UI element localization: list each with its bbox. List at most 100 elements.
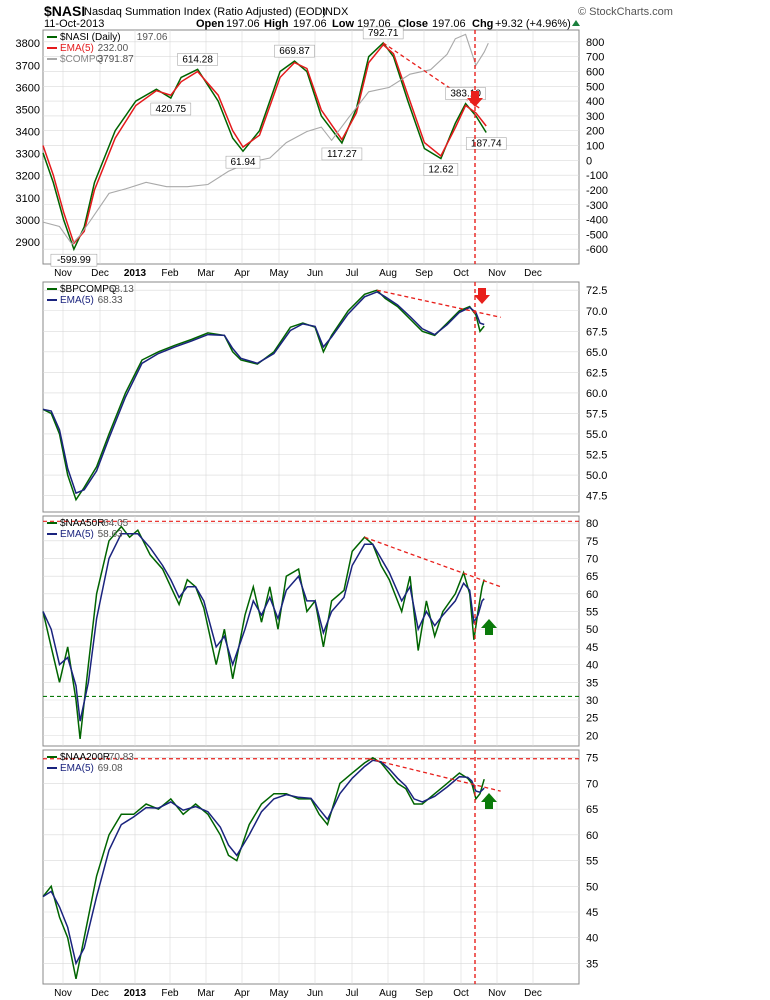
x-axis-tick-label: Dec	[524, 988, 542, 999]
left-axis-tick-label: 3400	[16, 127, 40, 139]
left-axis-tick-label: 3500	[16, 104, 40, 116]
close-value: 197.06	[432, 18, 466, 30]
legend-value: 68.33	[98, 295, 123, 306]
annotation-box	[274, 44, 315, 58]
left-axis-tick-label: 3200	[16, 171, 40, 183]
x-axis-tick-label: Dec	[91, 268, 109, 279]
right-axis-tick-label: 62.5	[586, 367, 607, 379]
right-axis-tick-label: -200	[586, 185, 608, 197]
right-axis-tick-label: 0	[586, 155, 592, 167]
right-axis-tick-label: 35	[586, 677, 598, 689]
right-axis-tick-label: 57.5	[586, 408, 607, 420]
annotation-box	[423, 163, 459, 176]
x-axis-tick-label: Jul	[346, 988, 359, 999]
annotation-box	[177, 53, 218, 66]
legend-label: $COMPQ	[60, 54, 104, 65]
right-axis-tick-label: 67.5	[586, 326, 607, 338]
right-axis-tick-label: 70.0	[586, 306, 607, 318]
x-axis-tick-label: Feb	[161, 988, 179, 999]
right-axis-tick-label: 45	[586, 642, 598, 654]
left-axis-tick-label: 3000	[16, 215, 40, 227]
x-axis-tick-label: Nov	[488, 988, 506, 999]
right-axis-tick-label: 45	[586, 907, 598, 919]
right-axis-tick-label: 65	[586, 571, 598, 583]
legend-label: $BPCOMPQ	[60, 284, 117, 295]
left-axis-tick-label: 3300	[16, 149, 40, 161]
panel-frame	[42, 515, 580, 747]
chart-description: Nasdaq Summation Index (Ratio Adjusted) …	[84, 6, 326, 18]
series-line-ema5	[42, 43, 487, 245]
x-axis-tick-label: Mar	[197, 268, 215, 279]
annotation-label: 383.10	[450, 89, 481, 100]
legend-label: EMA(5)	[60, 763, 94, 774]
right-axis-tick-label: 60	[586, 830, 598, 842]
high-label: High	[264, 18, 289, 30]
x-axis-tick-label: Apr	[234, 268, 250, 279]
series-line-ema5	[42, 532, 485, 722]
annotation-label: 792.71	[368, 28, 399, 39]
annotation-label: 187.74	[471, 139, 502, 150]
annotation-label: 117.27	[327, 149, 357, 160]
right-axis-tick-label: 55	[586, 856, 598, 868]
right-axis-tick-label: 70	[586, 553, 598, 565]
annotation-box	[465, 137, 507, 150]
right-axis-tick-label: 72.5	[586, 285, 607, 297]
panel-nasi: 800 700 600 500 400 300 200 100 0 -100 -200 -300 -40…	[16, 26, 608, 267]
close-label: Close	[398, 18, 428, 30]
x-axis-tick-label: Jul	[346, 268, 359, 279]
series-line-ema5	[42, 759, 485, 966]
right-axis-tick-label: 70	[586, 778, 598, 790]
right-axis-tick-label: 25	[586, 713, 598, 725]
x-axis-tick-label: Nov	[54, 268, 72, 279]
left-axis-tick-label: 2900	[16, 237, 40, 249]
chart-exchange: INDX	[322, 6, 349, 18]
legend-value: 232.00	[98, 43, 129, 54]
right-axis-tick-label: 700	[586, 52, 604, 64]
buy-arrow-icon	[481, 619, 497, 635]
chg-value: +9.32 (+4.96%)	[495, 18, 571, 30]
right-axis-tick-label: 80	[586, 518, 598, 530]
legend-label: $NASI (Daily)	[60, 32, 121, 43]
annotation-box	[321, 147, 363, 161]
trendline	[376, 289, 501, 318]
legend-value: 3791.87	[98, 54, 135, 65]
right-axis-tick-label: 52.5	[586, 450, 607, 462]
annotation-label: -599.99	[57, 255, 91, 266]
right-axis-tick-label: -500	[586, 229, 608, 241]
trendline	[382, 42, 481, 110]
right-axis-tick-label: 40	[586, 933, 598, 945]
right-axis-tick-label: 500	[586, 81, 604, 93]
x-axis-tick-label: Dec	[91, 988, 109, 999]
panels-group: 800 700 600 500 400 300 200 100 0 -100 -200 -300 -40…	[16, 26, 608, 999]
open-value: 197.06	[226, 18, 260, 30]
left-axis-tick-label: 3600	[16, 82, 40, 94]
sell-arrow-icon	[474, 288, 490, 304]
legend-label: EMA(5)	[60, 43, 94, 54]
right-axis-tick-label: -300	[586, 200, 608, 212]
x-axis-tick-label: Oct	[453, 988, 469, 999]
x-axis-tick-label: Aug	[379, 268, 397, 279]
open-label: Open	[196, 18, 224, 30]
x-axis-tick-label: Nov	[488, 268, 506, 279]
left-axis-tick-label: 3700	[16, 60, 40, 72]
right-axis-tick-label: 800	[586, 37, 604, 49]
x-axis-tick-label: Jun	[307, 268, 323, 279]
chart-date: 11-Oct-2013	[44, 18, 104, 30]
annotation-box	[150, 102, 192, 116]
trendline	[368, 758, 501, 792]
panel-bpcompq: 72.5 70.0 67.5 65.0 62.5 60.0 57.5 55.0 52.5 50.0…	[42, 281, 607, 513]
high-value: 197.06	[293, 18, 327, 30]
right-axis-tick-label: 100	[586, 141, 604, 153]
right-axis-tick-label: 60.0	[586, 388, 607, 400]
series-line-compq	[42, 33, 489, 245]
x-axis-tick-label: May	[270, 988, 289, 999]
panel-frame	[42, 281, 580, 513]
series-line-nasidaily	[42, 41, 487, 252]
x-axis-tick-label: Mar	[197, 988, 215, 999]
x-axis-tick-label: Sep	[415, 268, 433, 279]
legend-value: 70.83	[109, 752, 134, 763]
legend-label: $NAA200R	[60, 752, 110, 763]
legend-label: $NAA50R	[60, 518, 104, 529]
legend-label: EMA(5)	[60, 295, 94, 306]
